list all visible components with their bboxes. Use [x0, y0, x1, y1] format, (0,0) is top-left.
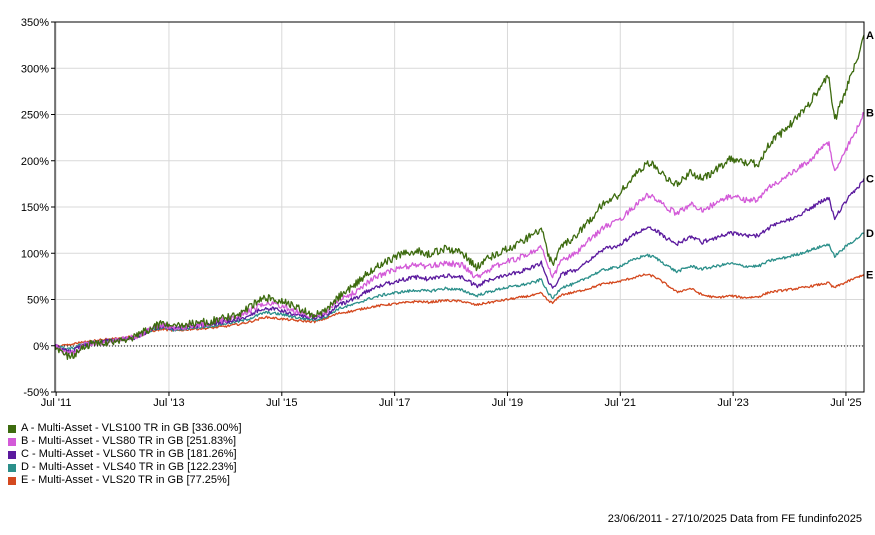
legend-label-c: C - Multi-Asset - VLS60 TR in GB [181.26…	[21, 448, 237, 460]
y-tick-label: 200%	[21, 156, 49, 168]
x-tick-label: Jul '21	[605, 397, 636, 409]
series-line-d	[54, 232, 865, 351]
legend-item-e[interactable]: E - Multi-Asset - VLS20 TR in GB [77.25%…	[8, 474, 242, 487]
x-tick-label: Jul '23	[717, 397, 748, 409]
legend-label-a: A - Multi-Asset - VLS100 TR in GB [336.0…	[21, 422, 242, 434]
y-axis: -50% 0% 50% 100% 150% 200% 250% 300% 350%	[21, 17, 55, 399]
x-tick-label: Jul '19	[492, 397, 523, 409]
x-tick-label: Jul '11	[41, 397, 72, 409]
y-tick-label: 100%	[21, 248, 49, 260]
y-tick-label: 150%	[21, 202, 49, 214]
legend-label-b: B - Multi-Asset - VLS80 TR in GB [251.83…	[21, 435, 236, 447]
legend-item-d[interactable]: D - Multi-Asset - VLS40 TR in GB [122.23…	[8, 461, 242, 474]
end-label-d: D	[866, 228, 874, 240]
series-line-e	[54, 273, 865, 348]
end-label-b: B	[866, 108, 874, 120]
legend-swatch-d	[8, 463, 16, 472]
x-tick-label: Jul '25	[830, 397, 861, 409]
line-chart: -50% 0% 50% 100% 150% 200% 250% 300% 350% Jul '1…	[21, 17, 874, 409]
legend: A - Multi-Asset - VLS100 TR in GB [336.0…	[8, 422, 242, 487]
y-tick-label: 0%	[33, 341, 49, 353]
end-label-c: C	[866, 173, 874, 185]
grid	[55, 21, 864, 393]
legend-item-c[interactable]: C - Multi-Asset - VLS60 TR in GB [181.26…	[8, 448, 242, 461]
end-label-a: A	[866, 30, 874, 42]
y-tick-label: 300%	[21, 63, 49, 75]
legend-swatch-e	[8, 476, 16, 485]
x-axis: Jul '11 Jul '13 Jul '15 Jul '17 Jul '19 Jul '…	[41, 392, 862, 409]
y-tick-label: 350%	[21, 17, 49, 29]
x-tick-label: Jul '15	[266, 397, 297, 409]
legend-item-a[interactable]: A - Multi-Asset - VLS100 TR in GB [336.0…	[8, 422, 242, 435]
data-source-footer: 23/06/2011 - 27/10/2025 Data from FE fun…	[607, 513, 862, 525]
legend-swatch-c	[8, 450, 16, 459]
x-tick-label: Jul '13	[153, 397, 184, 409]
legend-swatch-a	[8, 424, 16, 433]
y-tick-label: 50%	[27, 295, 49, 307]
series-end-labels: A B C D E	[866, 30, 874, 281]
legend-swatch-b	[8, 437, 16, 446]
series-line-a	[54, 34, 865, 361]
series-lines	[54, 34, 865, 361]
end-label-e: E	[866, 269, 873, 281]
legend-item-b[interactable]: B - Multi-Asset - VLS80 TR in GB [251.83…	[8, 435, 242, 448]
y-tick-label: 250%	[21, 110, 49, 122]
y-tick-label: -50%	[23, 387, 49, 399]
legend-label-e: E - Multi-Asset - VLS20 TR in GB [77.25%…	[21, 474, 230, 486]
x-tick-label: Jul '17	[379, 397, 410, 409]
series-line-b	[54, 111, 864, 357]
legend-label-d: D - Multi-Asset - VLS40 TR in GB [122.23…	[21, 461, 237, 473]
series-line-c	[54, 178, 865, 354]
